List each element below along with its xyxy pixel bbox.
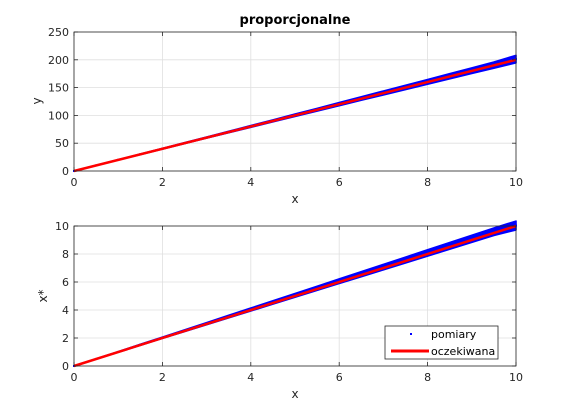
plot-2-ticks: 0 2 4 6 8 10 0 2 4 6 8 10	[55, 220, 523, 384]
plot-2-ytick-label: 4	[62, 304, 69, 317]
legend-box	[384, 325, 499, 360]
plot-2-ytick-label: 2	[62, 332, 69, 345]
plot-2-xtick-label: 4	[247, 371, 254, 384]
plot-2-expected-line	[73, 224, 517, 368]
plot-2-xtick-label: 2	[159, 371, 166, 384]
plot-2-ytick-label: 0	[62, 360, 69, 373]
plot-1-frame	[73, 31, 517, 172]
plot-1-xtick-label: 2	[159, 176, 166, 189]
plot-1-ytick-label: 0	[62, 165, 69, 178]
plot-2: 0 2 4 6 8 10 0 2 4 6 8 10 x x* pomiary oczekiwana	[36, 220, 523, 401]
plot-2-xtick-label: 0	[71, 371, 78, 384]
plot-1-expected-line	[73, 58, 517, 173]
plot-2-ylabel: x*	[36, 289, 50, 302]
plot-1-ytick-label: 50	[55, 137, 69, 150]
plot-1-xlabel: x	[291, 192, 298, 206]
plot-2-measurement-point	[515, 224, 517, 227]
plot-1-xtick-label: 6	[336, 176, 343, 189]
plot-1-xtick-label: 8	[424, 176, 431, 189]
plot-1-ytick-label: 100	[48, 109, 69, 122]
legend-label-pomiary: pomiary	[431, 328, 477, 341]
plot-1-title: proporcjonalne	[240, 13, 351, 28]
legend-marker-pomiary	[410, 333, 412, 335]
plot-2-xtick-label: 6	[336, 371, 343, 384]
plot-2-xtick-label: 10	[509, 371, 523, 384]
plot-1-xtick-label: 4	[247, 176, 254, 189]
plot-1-ytick-label: 200	[48, 54, 69, 67]
plot-2-frame	[73, 225, 517, 367]
plot-1-area	[74, 32, 516, 171]
plot-2-ytick-label: 8	[62, 248, 69, 261]
legend-label-oczekiwana: oczekiwana	[431, 345, 495, 358]
plot-2-xlabel: x	[291, 387, 298, 401]
plot-2-ytick-label: 6	[62, 276, 69, 289]
plot-1-ylabel: y	[30, 97, 44, 104]
plot-2-ytick-label: 10	[55, 220, 69, 233]
plot-1-xtick-label: 10	[509, 176, 523, 189]
plot-1-xtick-label: 0	[71, 176, 78, 189]
plot-1-ytick-label: 250	[48, 26, 69, 39]
plot-2-xtick-label: 8	[424, 371, 431, 384]
plot-1-ytick-label: 150	[48, 82, 69, 95]
legend: pomiary oczekiwana	[384, 325, 499, 360]
